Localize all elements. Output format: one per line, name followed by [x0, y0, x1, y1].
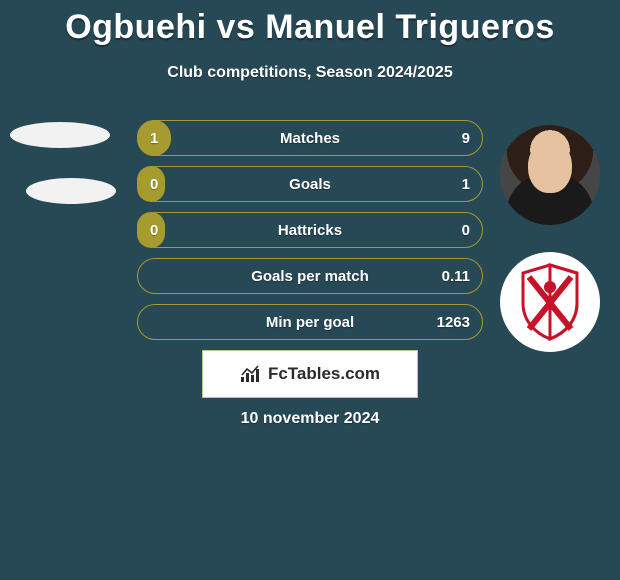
infographic-date: 10 november 2024: [0, 410, 620, 428]
stat-label: Goals per match: [138, 259, 482, 293]
stat-right-value: 0.11: [442, 259, 470, 293]
source-badge: FcTables.com: [202, 350, 418, 398]
player2-club-badge: [500, 252, 600, 352]
stat-right-value: 0: [462, 213, 470, 247]
bar-spark-icon: [240, 365, 262, 383]
stat-right-value: 1: [462, 167, 470, 201]
player1-club-placeholder: [26, 178, 116, 204]
stat-row: Min per goal1263: [137, 304, 483, 340]
stat-row: 1Matches9: [137, 120, 483, 156]
player1-avatar-placeholder: [10, 122, 110, 148]
stat-label: Min per goal: [138, 305, 482, 339]
page-subtitle: Club competitions, Season 2024/2025: [0, 64, 620, 82]
brand-suffix: Tables.com: [288, 364, 380, 383]
stat-label: Goals: [138, 167, 482, 201]
brand-text: FcTables.com: [268, 364, 380, 384]
stat-row: 0Hattricks0: [137, 212, 483, 248]
comparison-infographic: Ogbuehi vs Manuel Trigueros Club competi…: [0, 0, 620, 580]
stats-bars: 1Matches90Goals10Hattricks0Goals per mat…: [137, 120, 483, 350]
page-title: Ogbuehi vs Manuel Trigueros: [0, 8, 620, 47]
stat-label: Hattricks: [138, 213, 482, 247]
stat-label: Matches: [138, 121, 482, 155]
brand-prefix: Fc: [268, 364, 288, 383]
player2-avatar: [500, 125, 600, 225]
stat-right-value: 1263: [437, 305, 470, 339]
club-crest-icon: [519, 263, 581, 341]
stat-row: 0Goals1: [137, 166, 483, 202]
stat-row: Goals per match0.11: [137, 258, 483, 294]
stat-right-value: 9: [462, 121, 470, 155]
